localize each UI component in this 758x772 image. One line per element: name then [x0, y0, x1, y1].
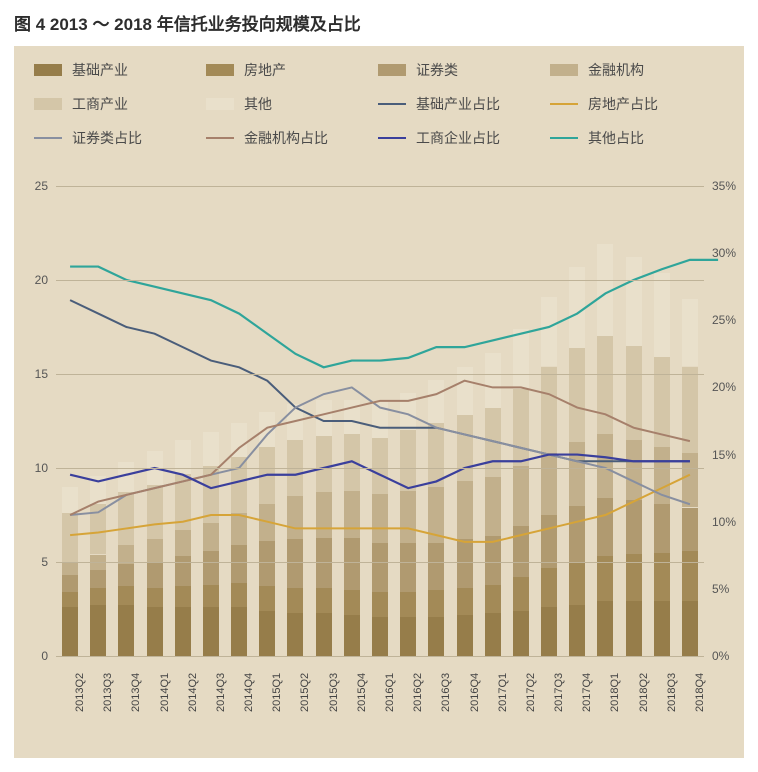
legend-item: 金融机构: [550, 60, 722, 80]
grid-line: [56, 562, 704, 563]
y-left-tick: 10: [18, 461, 48, 475]
y-right-tick: 15%: [712, 448, 736, 462]
legend: 基础产业 房地产 证券类 金融机构工商产业 其他 基础产业占比 房地产占比证券类占比 金融机构…: [34, 60, 724, 148]
y-right-tick: 35%: [712, 179, 736, 193]
x-tick-label: 2015Q4: [356, 673, 368, 712]
x-tick-label: 2013Q4: [130, 673, 142, 712]
y-left-tick: 20: [18, 273, 48, 287]
legend-swatch-bar: [550, 64, 578, 76]
x-tick-label: 2014Q3: [215, 673, 227, 712]
y-left-tick: 15: [18, 367, 48, 381]
legend-swatch-bar: [34, 98, 62, 110]
x-tick-label: 2013Q2: [74, 673, 86, 712]
y-right-tick: 10%: [712, 515, 736, 529]
legend-label: 工商产业: [72, 94, 128, 114]
legend-label: 基础产业: [72, 60, 128, 80]
legend-item: 工商产业: [34, 94, 206, 114]
legend-swatch-bar: [206, 98, 234, 110]
y-left-tick: 25: [18, 179, 48, 193]
legend-swatch-line: [206, 137, 234, 139]
x-tick-label: 2017Q2: [525, 673, 537, 712]
grid-line: [56, 186, 704, 187]
legend-item: 基础产业: [34, 60, 206, 80]
grid-line: [56, 374, 704, 375]
x-tick-label: 2015Q2: [299, 673, 311, 712]
x-tick-label: 2015Q1: [271, 673, 283, 712]
x-tick-label: 2014Q1: [159, 673, 171, 712]
series-line: [70, 455, 690, 489]
legend-label: 金融机构占比: [244, 128, 328, 148]
series-line: [70, 300, 690, 461]
legend-item: 证券类占比: [34, 128, 206, 148]
legend-swatch-bar: [378, 64, 406, 76]
chart-area: 基础产业 房地产 证券类 金融机构工商产业 其他 基础产业占比 房地产占比证券类占比 金融机构…: [14, 46, 744, 758]
x-tick-label: 2015Q3: [328, 673, 340, 712]
x-tick-label: 2016Q2: [412, 673, 424, 712]
y-right-tick: 25%: [712, 313, 736, 327]
legend-item: 房地产: [206, 60, 378, 80]
legend-label: 工商企业占比: [416, 128, 500, 148]
legend-swatch-line: [378, 137, 406, 139]
x-tick-label: 2017Q1: [497, 673, 509, 712]
x-tick-label: 2016Q1: [384, 673, 396, 712]
legend-item: 证券类: [378, 60, 550, 80]
legend-swatch-bar: [34, 64, 62, 76]
legend-label: 房地产占比: [588, 94, 658, 114]
x-tick-label: 2016Q4: [469, 673, 481, 712]
legend-item: 其他: [206, 94, 378, 114]
legend-label: 证券类: [416, 60, 458, 80]
legend-item: 金融机构占比: [206, 128, 378, 148]
x-tick-label: 2016Q3: [440, 673, 452, 712]
chart-title: 图 4 2013 ～ 2018 年信托业务投向规模及占比: [14, 10, 361, 35]
y-left-tick: 5: [18, 555, 48, 569]
grid-line: [56, 468, 704, 469]
legend-item: 基础产业占比: [378, 94, 550, 114]
legend-label: 其他: [244, 94, 272, 114]
legend-item: 其他占比: [550, 128, 722, 148]
x-tick-label: 2014Q4: [243, 673, 255, 712]
x-tick-label: 2018Q4: [694, 673, 706, 712]
legend-swatch-line: [378, 103, 406, 105]
legend-swatch-line: [550, 103, 578, 105]
x-tick-label: 2013Q3: [102, 673, 114, 712]
y-right-tick: 0%: [712, 649, 729, 663]
line-layer: [56, 186, 704, 656]
grid-line: [56, 280, 704, 281]
legend-swatch-line: [550, 137, 578, 139]
legend-label: 金融机构: [588, 60, 644, 80]
x-tick-label: 2017Q4: [581, 673, 593, 712]
x-tick-label: 2018Q2: [638, 673, 650, 712]
legend-label: 证券类占比: [72, 128, 142, 148]
legend-swatch-line: [34, 137, 62, 139]
y-right-tick: 30%: [712, 246, 736, 260]
legend-item: 工商企业占比: [378, 128, 550, 148]
y-left-tick: 0: [18, 649, 48, 663]
x-tick-label: 2017Q3: [553, 673, 565, 712]
legend-swatch-bar: [206, 64, 234, 76]
x-tick-label: 2014Q2: [187, 673, 199, 712]
y-right-tick: 20%: [712, 380, 736, 394]
plot-area: 05101520250%5%10%15%20%25%30%35%2013Q220…: [56, 186, 704, 656]
series-line: [70, 475, 690, 542]
legend-item: 房地产占比: [550, 94, 722, 114]
y-right-tick: 5%: [712, 582, 729, 596]
legend-label: 其他占比: [588, 128, 644, 148]
legend-label: 房地产: [244, 60, 286, 80]
series-line: [70, 387, 690, 515]
series-line: [70, 381, 690, 515]
series-line: [70, 260, 718, 367]
grid-line: [56, 656, 704, 657]
legend-label: 基础产业占比: [416, 94, 500, 114]
x-tick-label: 2018Q1: [609, 673, 621, 712]
x-tick-label: 2018Q3: [666, 673, 678, 712]
